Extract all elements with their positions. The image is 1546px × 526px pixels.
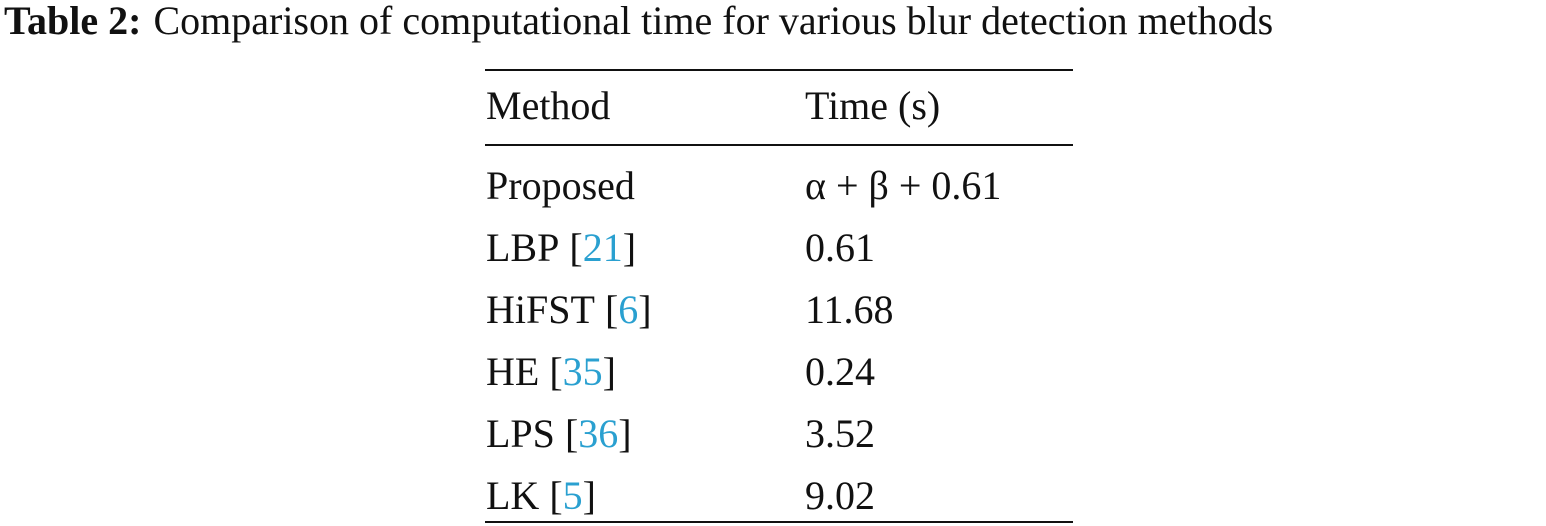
time-cell: 3.52	[805, 411, 875, 456]
method-name: HiFST	[486, 287, 595, 332]
citation-bracket: [	[549, 473, 563, 518]
time-cell: 9.02	[805, 473, 875, 518]
time-cell: 11.68	[805, 287, 894, 332]
citation-number: 35	[562, 349, 603, 394]
citation-number: 21	[582, 225, 623, 270]
citation-bracket: [	[604, 287, 619, 332]
citation-bracket: [	[564, 411, 579, 456]
citation-number: 36	[578, 411, 619, 456]
method-cell: LK [5]	[486, 471, 596, 521]
mid-rule	[485, 144, 1073, 146]
citation-bracket: [	[549, 349, 563, 394]
method-cell: Proposed	[486, 161, 635, 211]
table-caption: Table 2: Comparison of computational time…	[4, 0, 1273, 46]
method-name: LPS	[486, 411, 555, 456]
method-cell: HiFST [6]	[486, 285, 652, 335]
citation-number: 6	[618, 287, 639, 332]
citation-bracket: ]	[622, 225, 637, 270]
top-rule	[485, 69, 1073, 71]
method-name: Proposed	[486, 163, 635, 208]
time-cell: 0.24	[805, 349, 875, 394]
method-cell: LBP [21]	[486, 223, 636, 273]
citation-bracket: [	[569, 225, 583, 270]
caption-text: Comparison of computational time for var…	[153, 0, 1274, 43]
method-name: LK	[486, 473, 540, 518]
bottom-rule	[485, 521, 1073, 523]
header-cell: Method	[486, 83, 611, 128]
citation-bracket: ]	[638, 287, 652, 332]
citation-bracket: ]	[618, 411, 632, 456]
caption-label: Table 2:	[4, 0, 142, 43]
method-cell: HE [35]	[486, 347, 616, 397]
time-cell: 0.61	[805, 225, 875, 270]
header-cell: Time (s)	[805, 83, 941, 128]
citation-bracket: ]	[582, 473, 596, 518]
time-cell: α + β + 0.61	[805, 163, 1002, 208]
citation-bracket: ]	[602, 349, 616, 394]
method-name: HE	[486, 349, 540, 394]
method-name: LBP	[486, 225, 560, 270]
method-cell: LPS [36]	[486, 409, 632, 459]
citation-number: 5	[562, 473, 583, 518]
